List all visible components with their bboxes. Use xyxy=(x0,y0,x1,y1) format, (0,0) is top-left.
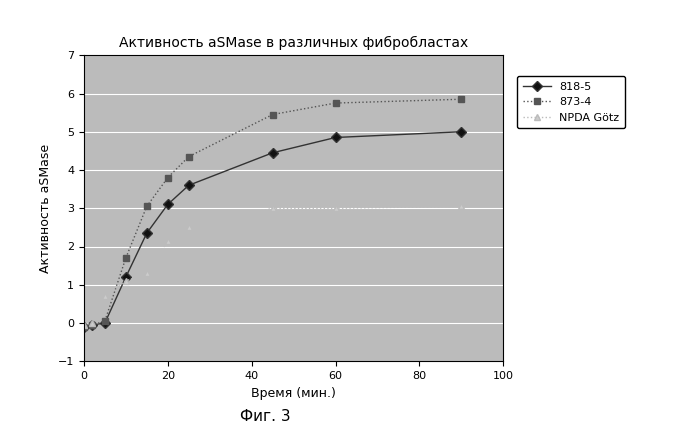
818-5 xyxy=(185,183,193,188)
NPDA Götz xyxy=(164,238,172,243)
Text: Фиг. 3: Фиг. 3 xyxy=(240,409,291,424)
NPDA Götz xyxy=(185,225,193,230)
818-5 xyxy=(122,275,130,280)
818-5 xyxy=(164,202,172,207)
NPDA Götz xyxy=(101,294,109,299)
818-5 xyxy=(457,129,466,134)
818-5 xyxy=(331,135,340,140)
Title: Активность aSMase в различных фибробластах: Активность aSMase в различных фибробласт… xyxy=(119,36,468,50)
NPDA Götz xyxy=(80,322,88,327)
Line: 818-5: 818-5 xyxy=(80,128,465,330)
NPDA Götz xyxy=(143,271,151,276)
873-4 xyxy=(457,97,466,102)
X-axis label: Время (мин.): Время (мин.) xyxy=(251,386,336,399)
873-4 xyxy=(185,154,193,159)
873-4 xyxy=(122,255,130,261)
873-4 xyxy=(88,322,96,327)
NPDA Götz xyxy=(268,206,277,211)
818-5 xyxy=(101,320,109,326)
818-5 xyxy=(143,230,151,235)
873-4 xyxy=(164,175,172,180)
Legend: 818-5, 873-4, NPDA Götz: 818-5, 873-4, NPDA Götz xyxy=(517,76,625,128)
NPDA Götz xyxy=(457,204,466,209)
818-5 xyxy=(88,322,96,327)
NPDA Götz xyxy=(88,320,96,326)
818-5 xyxy=(268,150,277,156)
873-4 xyxy=(268,112,277,117)
873-4 xyxy=(331,101,340,106)
818-5 xyxy=(80,324,88,329)
Line: 873-4: 873-4 xyxy=(80,96,465,330)
873-4 xyxy=(143,204,151,209)
873-4 xyxy=(80,324,88,329)
NPDA Götz xyxy=(122,278,130,283)
Y-axis label: Активность aSMase: Активность aSMase xyxy=(39,144,52,273)
Line: NPDA Götz: NPDA Götz xyxy=(80,203,465,329)
NPDA Götz xyxy=(331,206,340,211)
873-4 xyxy=(101,319,109,324)
